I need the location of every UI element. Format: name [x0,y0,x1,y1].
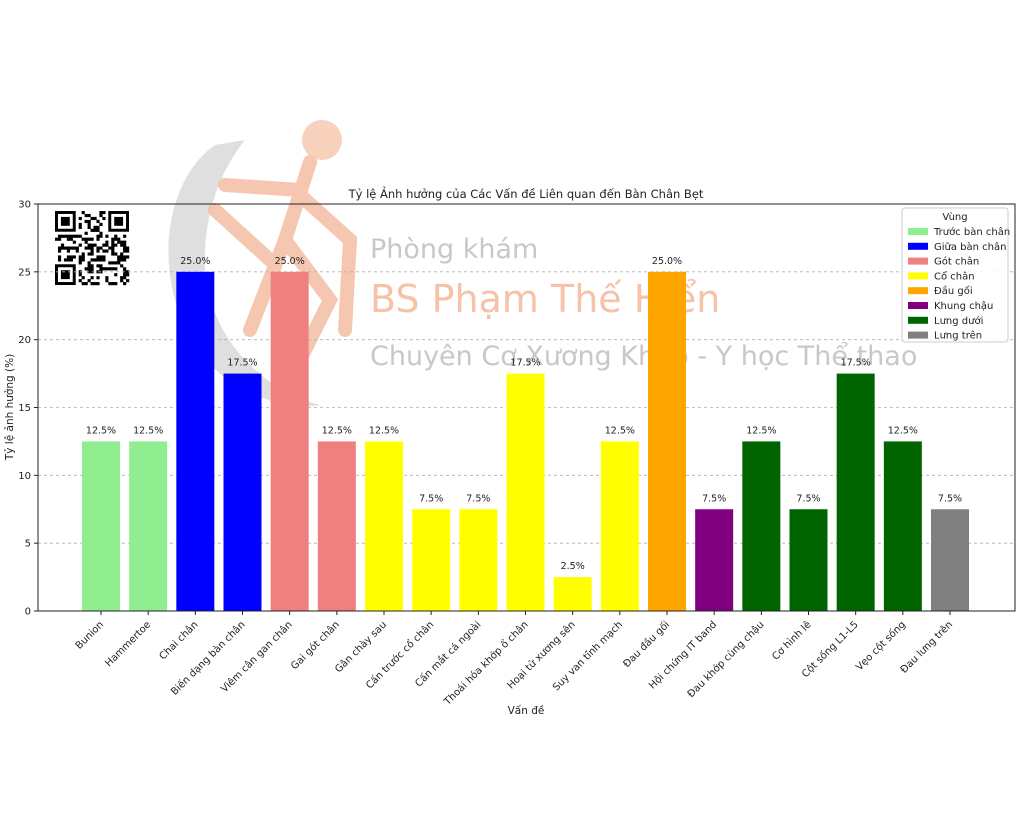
legend: Vùng Trước bàn chân Giữa bàn chân Gót chânC… [901,207,1010,343]
bar-0 [82,441,120,611]
bar-11 [600,441,639,611]
bar-3 [223,373,262,611]
y-tick-label-20: 20 [18,335,31,346]
qr-code-icon [53,209,131,287]
legend-swatch-5 [908,302,928,309]
bar-value-label-1: 12.5% [133,425,163,436]
bar-15 [789,509,828,611]
bar-value-label-11: 12.5% [605,425,635,436]
bar-value-label-14: 12.5% [746,425,776,436]
legend-swatch-0 [908,228,928,235]
bar-16 [836,373,875,611]
bar-value-label-12: 25.0% [652,256,682,267]
y-tick-label-15: 15 [18,403,31,414]
watermark-line-3: Chuyên Cơ Xương Khớp - Y học Thể thao [370,341,917,372]
bar-value-label-5: 12.5% [322,425,352,436]
legend-swatch-3 [908,272,928,280]
bar-value-label-8: 7.5% [466,493,490,504]
legend-entry-1: Giữa bàn chân [934,241,1006,253]
bar-value-label-18: 7.5% [938,493,962,504]
bar-12 [648,271,686,611]
legend-entry-5: Khung chậu [934,300,993,312]
bar-1 [129,441,168,611]
bar-value-label-10: 2.5% [561,561,585,572]
legend-swatch-4 [908,287,928,295]
bar-18 [931,509,969,611]
bar-value-label-2: 25.0% [180,256,210,267]
legend-swatch-7 [908,331,928,339]
y-tick-label-30: 30 [18,200,31,211]
x-axis-label: Vấn đề [508,705,545,717]
legend-box [901,207,1009,343]
x-tick-label-1: Hammertoe [103,619,153,669]
bar-5 [317,441,356,611]
bar-value-label-16: 17.5% [841,358,871,369]
bar-value-label-15: 7.5% [796,493,820,504]
y-axis-ticks: 0 5 10 15 20 25 30 [18,200,38,618]
x-tick-label-12: Đau đầu gối [621,619,672,670]
legend-swatch-1 [908,242,928,250]
x-tick-label-0: Bunion [74,619,106,651]
legend-entry-0: Trước bàn chân [933,226,1010,238]
y-tick-label-25: 25 [18,267,31,278]
y-axis-label: Tỷ lệ ảnh hưởng (%) [4,354,16,461]
legend-swatch-2 [908,257,928,265]
y-tick-label-5: 5 [25,539,31,550]
x-tick-label-2: Chai chân [157,619,201,663]
bar-13 [695,509,734,611]
bar-14 [742,441,781,611]
bar-10 [553,577,592,611]
y-tick-label-10: 10 [18,471,31,482]
legend-entry-2: Gót chân [934,256,979,268]
bar-2 [176,271,215,611]
y-tick-label-0: 0 [25,607,31,618]
bar-17 [883,441,922,611]
x-tick-label-14: Đau khớp cùng chậu [685,619,766,700]
bar-4 [270,271,309,611]
bar-value-label-3: 17.5% [227,358,257,369]
x-tick-label-17: Vẹo cột sống [853,619,907,673]
watermark-line-1: Phòng khám [370,234,538,265]
legend-entry-6: Lưng dưới [934,315,983,327]
legend-entry-4: Đầu gối [934,285,973,297]
bar-8 [459,509,498,611]
bar-9 [506,373,545,611]
bar-value-label-4: 25.0% [275,256,305,267]
legend-swatch-6 [908,316,928,324]
bar-7 [412,509,451,611]
bar-value-label-6: 12.5% [369,425,399,436]
x-tick-label-15: Cơ hình lê [770,619,814,663]
bar-value-labels: 12.5% 12.5% 25.0% 17.5% 25.0% 12.5% 12.5% 7.5% 7… [86,256,962,572]
legend-title: Vùng [942,211,967,223]
legend-entry-3: Cổ chân [934,269,975,282]
bar-6 [365,441,403,611]
bar-value-label-9: 17.5% [510,358,540,369]
bars [82,271,969,611]
x-tick-label-5: Gai gót chân [288,619,342,673]
legend-entry-7: Lưng trên [934,330,982,342]
bar-value-label-17: 12.5% [888,425,918,436]
chart-title: Tỷ lệ Ảnh hưởng của Các Vấn đề Liên quan… [348,185,704,201]
x-tick-label-9: Thoái hóa khớp ổ chân [440,618,530,708]
bar-value-label-0: 12.5% [86,425,116,436]
bar-value-label-7: 7.5% [419,493,443,504]
bar-value-label-13: 7.5% [702,493,726,504]
